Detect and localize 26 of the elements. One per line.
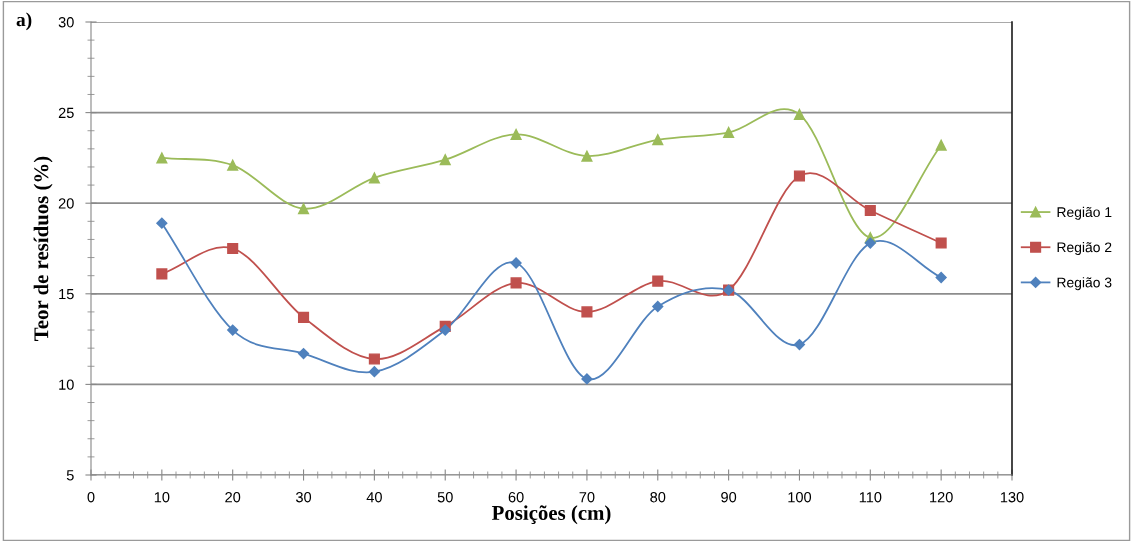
y-axis-title: Teor de resíduos (%) [33, 156, 53, 341]
x-tick-label: 40 [366, 492, 382, 503]
text: a) [16, 12, 32, 31]
legend-label: Região 3 [1057, 277, 1112, 291]
x-tick-label: 90 [721, 492, 737, 503]
x-tick-label: 0 [87, 492, 95, 503]
legend-label: Região 1 [1057, 206, 1112, 220]
x-tick-label: 50 [437, 492, 453, 503]
x-tick-label: 70 [579, 492, 595, 503]
x-tick-label: 130 [1000, 492, 1024, 503]
x-axis-title: Posições (cm) [491, 505, 611, 525]
y-tick-label: 5 [66, 470, 74, 481]
x-tick-label: 110 [859, 492, 882, 503]
x-tick-label: 80 [650, 492, 666, 503]
x-tick-label: 10 [154, 492, 170, 503]
y-tick-label: 15 [59, 289, 74, 300]
x-tick-label: 20 [225, 492, 241, 503]
legend-label: Região 2 [1057, 242, 1112, 255]
x-tick-label: 30 [295, 492, 312, 503]
x-tick-label: 100 [788, 492, 812, 503]
y-tick-label: 20 [58, 198, 74, 209]
y-tick-label: 10 [59, 379, 74, 390]
y-tick-label: 25 [58, 107, 74, 119]
x-tick-label: 60 [508, 492, 524, 503]
y-tick-label: 30 [58, 17, 74, 28]
x-tick-label: 120 [930, 492, 953, 503]
